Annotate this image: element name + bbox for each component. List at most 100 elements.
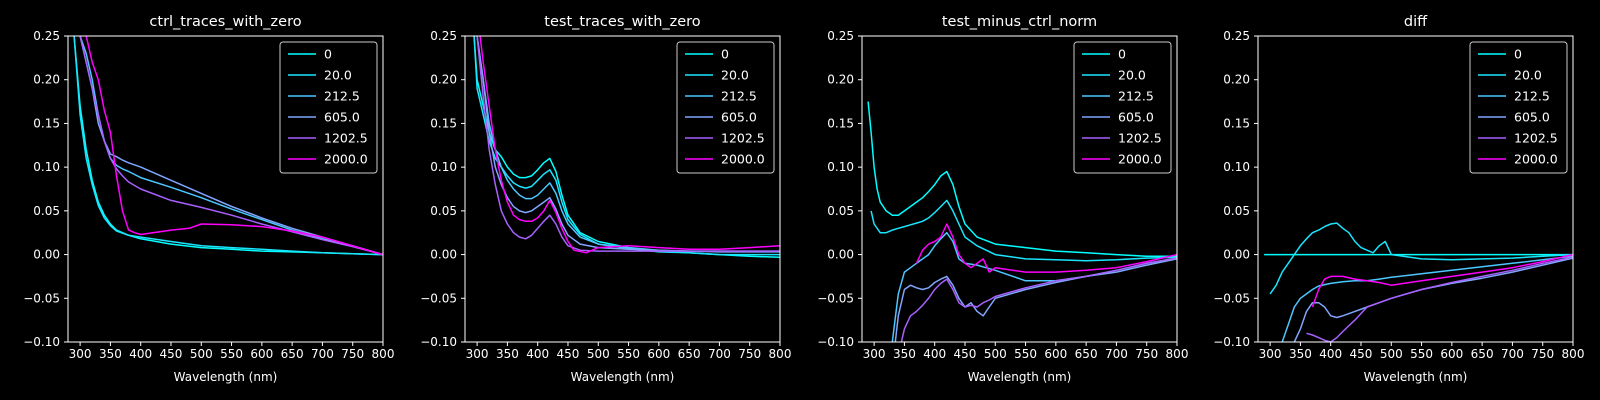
series-line-605.0 (1293, 257, 1573, 342)
plot-area (1264, 222, 1573, 342)
y-tick-label: 0.00 (33, 248, 60, 262)
x-tick-label: 750 (1135, 347, 1158, 361)
x-tick-label: 300 (69, 347, 92, 361)
chart-title: ctrl_traces_with_zero (149, 14, 301, 30)
legend-entry: 2000.0 (1118, 152, 1162, 167)
x-tick-label: 700 (311, 347, 334, 361)
axes-frame (464, 35, 781, 343)
series-line-20.0 (73, 36, 383, 256)
legend-entry: 1202.5 (1514, 131, 1558, 146)
x-tick-label: 600 (647, 347, 670, 361)
y-tick-label: 0.05 (430, 204, 457, 218)
x-tick-label: 500 (984, 347, 1007, 361)
series-line-2000.0 (915, 223, 1177, 273)
x-tick-label: 350 (496, 347, 519, 361)
legend: 0 20.0 212.5 605.0 1202.5 2000.0 (279, 41, 378, 174)
x-tick-label: 300 (863, 347, 886, 361)
x-axis-label: Wavelength (nm) (571, 370, 675, 384)
y-tick-label: −0.10 (1213, 335, 1250, 349)
x-tick-label: 500 (587, 347, 610, 361)
x-tick-label: 350 (1289, 347, 1312, 361)
x-tick-label: 650 (1471, 347, 1494, 361)
x-tick-label: 350 (99, 347, 122, 361)
x-tick-label: 400 (923, 347, 946, 361)
y-tick-label: 0.00 (430, 248, 457, 262)
y-tick-label: 0.05 (1223, 204, 1250, 218)
y-tick-label: −0.10 (23, 335, 60, 349)
x-tick-label: 550 (220, 347, 243, 361)
legend-entry: 212.5 (1514, 89, 1550, 104)
x-tick-label: 300 (466, 347, 489, 361)
legend-entry: 1202.5 (721, 131, 765, 146)
subplot-3: 300 350 400 450 500 550 600 650 700 750 800 −0.10 −0… (817, 14, 1188, 384)
axes-frame (1257, 35, 1574, 343)
y-tick-label: 0.20 (33, 73, 60, 87)
x-tick-label: 650 (281, 347, 304, 361)
legend-entry: 212.5 (324, 89, 360, 104)
y-tick-label: −0.05 (23, 291, 60, 305)
legend-entry: 2000.0 (324, 152, 368, 167)
legend-entry: 20.0 (1514, 68, 1542, 83)
x-tick-label: 400 (129, 347, 152, 361)
series-line-605.0 (79, 36, 383, 256)
series-line-1202.5 (1306, 256, 1573, 342)
x-tick-label: 550 (617, 347, 640, 361)
legend-entry: 2000.0 (721, 152, 765, 167)
x-tick-label: 400 (526, 347, 549, 361)
x-tick-label: 400 (1319, 347, 1342, 361)
y-tick-label: 0.20 (1223, 73, 1250, 87)
x-tick-label: 450 (954, 347, 977, 361)
y-tick-label: −0.10 (420, 335, 457, 349)
legend-entry: 605.0 (721, 110, 757, 125)
y-tick-label: 0.15 (827, 116, 854, 130)
series-line-1202.5 (900, 257, 1177, 342)
y-tick-label: 0.00 (1223, 248, 1250, 262)
plot-area (73, 36, 383, 256)
legend-entry: 0 (1118, 47, 1126, 62)
legend-entry: 212.5 (721, 89, 757, 104)
legend-entry: 0 (1514, 47, 1522, 62)
y-tick-label: 0.20 (430, 73, 457, 87)
series-line-20.0 (473, 36, 780, 256)
x-tick-label: 500 (1380, 347, 1403, 361)
axes-frame (67, 35, 384, 343)
y-tick-label: 0.25 (827, 29, 854, 43)
legend-entry: 20.0 (324, 68, 352, 83)
series-line-2000.0 (1311, 253, 1573, 308)
y-tick-label: −0.05 (1213, 291, 1250, 305)
y-tick-label: 0.15 (430, 116, 457, 130)
series-line-0 (867, 101, 1177, 258)
chart-title: diff (1404, 14, 1428, 30)
series-line-1202.5 (79, 36, 383, 256)
y-tick-label: 0.25 (1223, 29, 1250, 43)
x-tick-label: 800 (1562, 347, 1585, 361)
x-tick-label: 600 (250, 347, 273, 361)
chart-title: test_minus_ctrl_norm (942, 14, 1097, 30)
y-tick-label: 0.05 (827, 204, 854, 218)
chart-title: test_traces_with_zero (544, 14, 701, 30)
x-tick-label: 550 (1014, 347, 1037, 361)
plot-area (867, 101, 1177, 342)
x-axis-label: Wavelength (nm) (1364, 370, 1468, 384)
x-axis-label: Wavelength (nm) (174, 370, 278, 384)
legend-entry: 605.0 (324, 110, 360, 125)
legend-entry: 0 (721, 47, 729, 62)
x-tick-label: 600 (1440, 347, 1463, 361)
y-tick-label: −0.05 (817, 291, 854, 305)
y-tick-label: 0.00 (827, 248, 854, 262)
y-tick-label: 0.10 (33, 160, 60, 174)
series-line-212.5 (1281, 255, 1573, 342)
y-tick-label: 0.25 (33, 29, 60, 43)
x-tick-label: 600 (1044, 347, 1067, 361)
axes-frame (861, 35, 1178, 343)
y-tick-label: 0.10 (430, 160, 457, 174)
legend-entry: 605.0 (1514, 110, 1550, 125)
legend-entry: 20.0 (721, 68, 749, 83)
series-line-20.0 (1269, 222, 1573, 295)
x-tick-label: 350 (893, 347, 916, 361)
x-tick-label: 750 (738, 347, 761, 361)
y-tick-label: 0.10 (827, 160, 854, 174)
x-axis-label: Wavelength (nm) (968, 370, 1072, 384)
y-tick-label: 0.15 (33, 116, 60, 130)
